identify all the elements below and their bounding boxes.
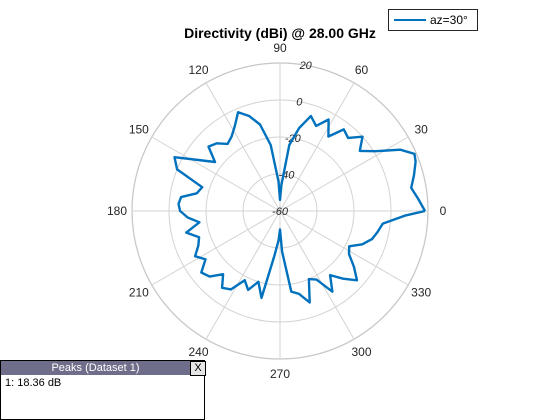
angle-tick-label: 300 xyxy=(351,345,371,359)
radial-tick-label: -60 xyxy=(272,206,289,218)
angle-tick-label: 30 xyxy=(414,123,428,137)
series-line xyxy=(173,111,427,304)
angle-tick-label: 90 xyxy=(273,41,287,55)
polar-grid xyxy=(131,62,429,360)
grid-spoke xyxy=(151,136,281,212)
angle-tick-label: 240 xyxy=(188,345,208,359)
grid-spoke xyxy=(279,82,355,212)
radial-tick-label: 20 xyxy=(299,60,313,72)
chart-title: Directivity (dBi) @ 28.00 GHz xyxy=(184,25,376,41)
peaks-panel: Peaks (Dataset 1) X 1: 18.36 dB xyxy=(0,360,206,420)
grid-spoke xyxy=(279,210,409,286)
angle-tick-label: 330 xyxy=(411,286,431,300)
grid-spoke xyxy=(279,136,409,212)
series-layer xyxy=(173,111,427,304)
peaks-title: Peaks (Dataset 1) xyxy=(1,361,190,375)
legend[interactable]: az=30° xyxy=(388,9,478,31)
angle-tick-label: 270 xyxy=(270,367,290,381)
radial-tick-label: -40 xyxy=(278,170,295,182)
angle-tick-label: 120 xyxy=(188,63,208,77)
angle-tick-label: 0 xyxy=(440,204,447,218)
grid-spoke xyxy=(279,210,355,340)
peaks-close-button[interactable]: X xyxy=(190,361,206,376)
angle-tick-label: 210 xyxy=(129,286,149,300)
grid-spoke xyxy=(151,210,281,286)
angle-tick-label: 150 xyxy=(129,123,149,137)
legend-swatch xyxy=(394,19,426,21)
angle-tick-label: 60 xyxy=(355,63,369,77)
angle-tick-label: 180 xyxy=(107,204,127,218)
radial-tick-label: 0 xyxy=(296,97,303,109)
peaks-entry: 1: 18.36 dB xyxy=(5,377,62,389)
grid-spoke xyxy=(205,82,281,212)
legend-label: az=30° xyxy=(430,13,468,27)
grid-spoke xyxy=(205,210,281,340)
polar-tick-labels: 0306090120150180210240270300330200-20-40… xyxy=(107,41,447,381)
